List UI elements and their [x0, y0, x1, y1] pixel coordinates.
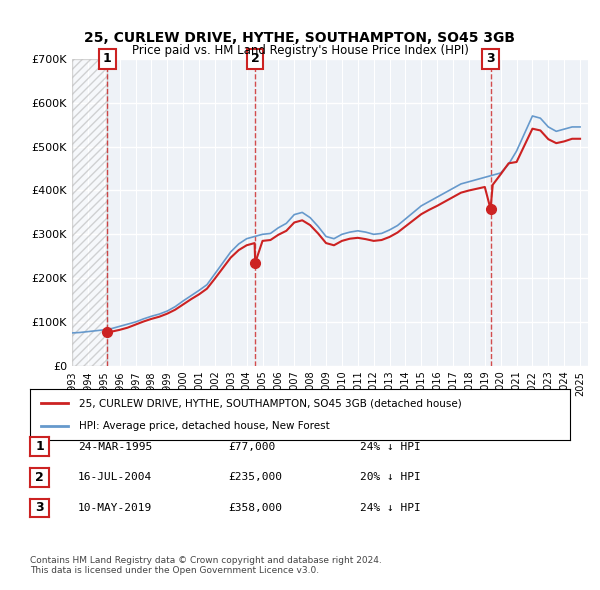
Text: Contains HM Land Registry data © Crown copyright and database right 2024.
This d: Contains HM Land Registry data © Crown c…: [30, 556, 382, 575]
Text: 24% ↓ HPI: 24% ↓ HPI: [360, 442, 421, 451]
Text: 2: 2: [35, 471, 44, 484]
Text: 16-JUL-2004: 16-JUL-2004: [78, 473, 152, 482]
Text: 10-MAY-2019: 10-MAY-2019: [78, 503, 152, 513]
Text: 25, CURLEW DRIVE, HYTHE, SOUTHAMPTON, SO45 3GB: 25, CURLEW DRIVE, HYTHE, SOUTHAMPTON, SO…: [85, 31, 515, 45]
Text: HPI: Average price, detached house, New Forest: HPI: Average price, detached house, New …: [79, 421, 329, 431]
Text: 3: 3: [35, 502, 44, 514]
Text: £77,000: £77,000: [228, 442, 275, 451]
Text: 24-MAR-1995: 24-MAR-1995: [78, 442, 152, 451]
Text: £358,000: £358,000: [228, 503, 282, 513]
Text: 24% ↓ HPI: 24% ↓ HPI: [360, 503, 421, 513]
Text: 1: 1: [103, 53, 112, 65]
Text: 3: 3: [486, 53, 495, 65]
Text: £235,000: £235,000: [228, 473, 282, 482]
Text: Price paid vs. HM Land Registry's House Price Index (HPI): Price paid vs. HM Land Registry's House …: [131, 44, 469, 57]
Text: 1: 1: [35, 440, 44, 453]
Text: 2: 2: [251, 53, 260, 65]
Text: 25, CURLEW DRIVE, HYTHE, SOUTHAMPTON, SO45 3GB (detached house): 25, CURLEW DRIVE, HYTHE, SOUTHAMPTON, SO…: [79, 398, 461, 408]
Text: 20% ↓ HPI: 20% ↓ HPI: [360, 473, 421, 482]
